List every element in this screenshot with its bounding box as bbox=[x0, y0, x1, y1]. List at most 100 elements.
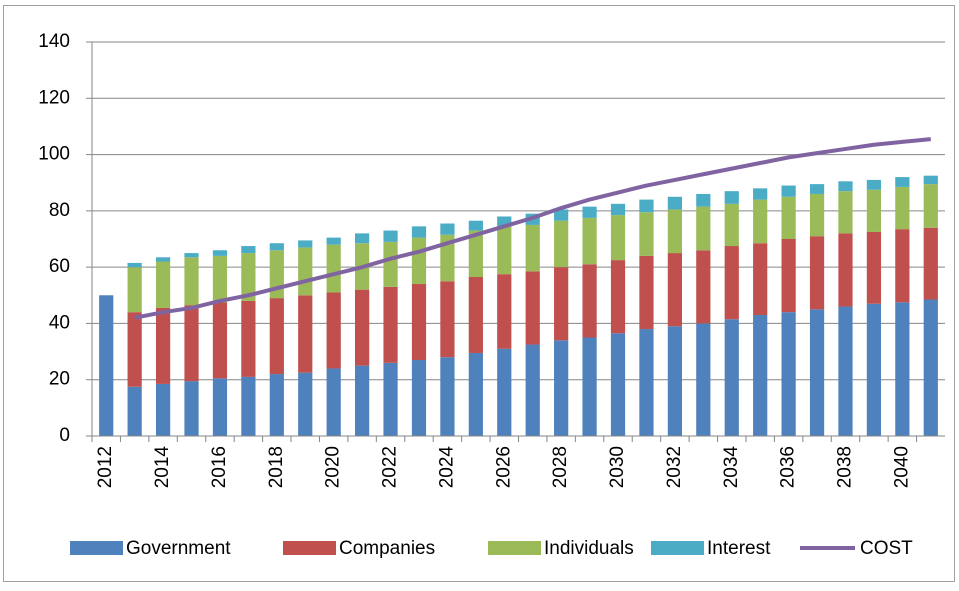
y-tick-label: 60 bbox=[49, 256, 70, 277]
bar bbox=[383, 241, 398, 287]
bar bbox=[127, 386, 142, 436]
bar bbox=[923, 184, 938, 228]
bar bbox=[667, 326, 682, 436]
bar bbox=[383, 230, 398, 242]
x-tick-label: 2018 bbox=[266, 446, 287, 488]
legend-swatch bbox=[651, 541, 704, 555]
bar bbox=[610, 215, 626, 261]
bar bbox=[895, 177, 910, 187]
bar bbox=[411, 360, 427, 436]
y-tick-label: 20 bbox=[49, 369, 70, 390]
bar bbox=[696, 193, 711, 207]
bar bbox=[895, 229, 910, 303]
bar bbox=[895, 302, 910, 436]
bar bbox=[497, 348, 512, 436]
bar bbox=[582, 264, 597, 338]
bar bbox=[639, 212, 654, 256]
bar bbox=[838, 306, 853, 436]
bar bbox=[866, 303, 882, 436]
bar bbox=[497, 274, 512, 349]
bar bbox=[468, 276, 483, 353]
bar bbox=[753, 314, 768, 436]
bar bbox=[212, 378, 228, 436]
bar bbox=[753, 243, 768, 315]
bar bbox=[212, 255, 228, 303]
bar bbox=[269, 374, 284, 436]
bar bbox=[298, 295, 313, 373]
bar bbox=[184, 381, 199, 436]
x-tick-label: 2022 bbox=[380, 446, 401, 488]
bar bbox=[184, 305, 199, 382]
bar bbox=[298, 240, 313, 248]
y-tick-label: 100 bbox=[38, 144, 70, 165]
bar bbox=[781, 196, 796, 239]
bar bbox=[554, 267, 569, 341]
bar bbox=[781, 239, 796, 313]
bar bbox=[326, 237, 341, 245]
bar bbox=[241, 253, 256, 301]
bar bbox=[866, 231, 882, 304]
y-tick-label: 0 bbox=[59, 425, 70, 446]
bar bbox=[127, 267, 142, 313]
bar bbox=[724, 203, 739, 247]
line bbox=[134, 137, 931, 320]
bar bbox=[440, 234, 455, 282]
y-tick-label: 80 bbox=[49, 200, 70, 221]
bar bbox=[468, 220, 483, 231]
bar bbox=[838, 191, 853, 234]
bar bbox=[724, 191, 739, 204]
bar bbox=[411, 237, 427, 285]
bar bbox=[298, 372, 313, 436]
legend-label: Government bbox=[126, 538, 231, 559]
x-tick-label: 2026 bbox=[493, 446, 514, 488]
bar bbox=[554, 340, 569, 436]
bar bbox=[838, 233, 853, 307]
bar bbox=[440, 357, 455, 436]
bar bbox=[355, 365, 370, 436]
x-tick-label: 2034 bbox=[721, 446, 742, 489]
bar bbox=[269, 298, 284, 375]
bar bbox=[99, 295, 114, 436]
bar bbox=[269, 243, 284, 251]
legend-swatch bbox=[70, 541, 123, 555]
bar bbox=[809, 309, 825, 436]
bar bbox=[241, 246, 256, 254]
legend-label: Interest bbox=[707, 538, 771, 559]
bar bbox=[639, 255, 654, 330]
bar bbox=[610, 203, 626, 216]
bar bbox=[440, 281, 455, 358]
bar bbox=[554, 209, 569, 221]
x-tick-label: 2024 bbox=[436, 446, 457, 489]
bar bbox=[212, 302, 228, 379]
bar bbox=[383, 362, 398, 436]
bar bbox=[639, 329, 654, 436]
x-tick-label: 2020 bbox=[323, 446, 344, 488]
bar bbox=[724, 246, 739, 320]
bar bbox=[781, 312, 796, 436]
bar bbox=[468, 230, 483, 277]
bar bbox=[753, 188, 768, 200]
bar bbox=[440, 223, 455, 235]
bar bbox=[866, 179, 882, 190]
bar bbox=[809, 236, 825, 310]
bar bbox=[355, 289, 370, 366]
bar bbox=[866, 189, 882, 232]
x-tick-label: 2028 bbox=[550, 446, 571, 488]
bar bbox=[667, 209, 682, 254]
bar bbox=[355, 233, 370, 244]
bar bbox=[667, 253, 682, 327]
legend-label: Companies bbox=[339, 538, 435, 559]
bar bbox=[667, 196, 682, 210]
bar bbox=[468, 352, 483, 436]
bar bbox=[696, 323, 711, 436]
bar bbox=[298, 247, 313, 296]
legend-swatch bbox=[488, 541, 541, 555]
x-tick-label: 2014 bbox=[152, 446, 173, 489]
x-tick-label: 2038 bbox=[834, 446, 855, 488]
bar bbox=[753, 199, 768, 244]
bar bbox=[582, 206, 597, 218]
bar bbox=[411, 226, 427, 238]
bar bbox=[326, 368, 341, 436]
